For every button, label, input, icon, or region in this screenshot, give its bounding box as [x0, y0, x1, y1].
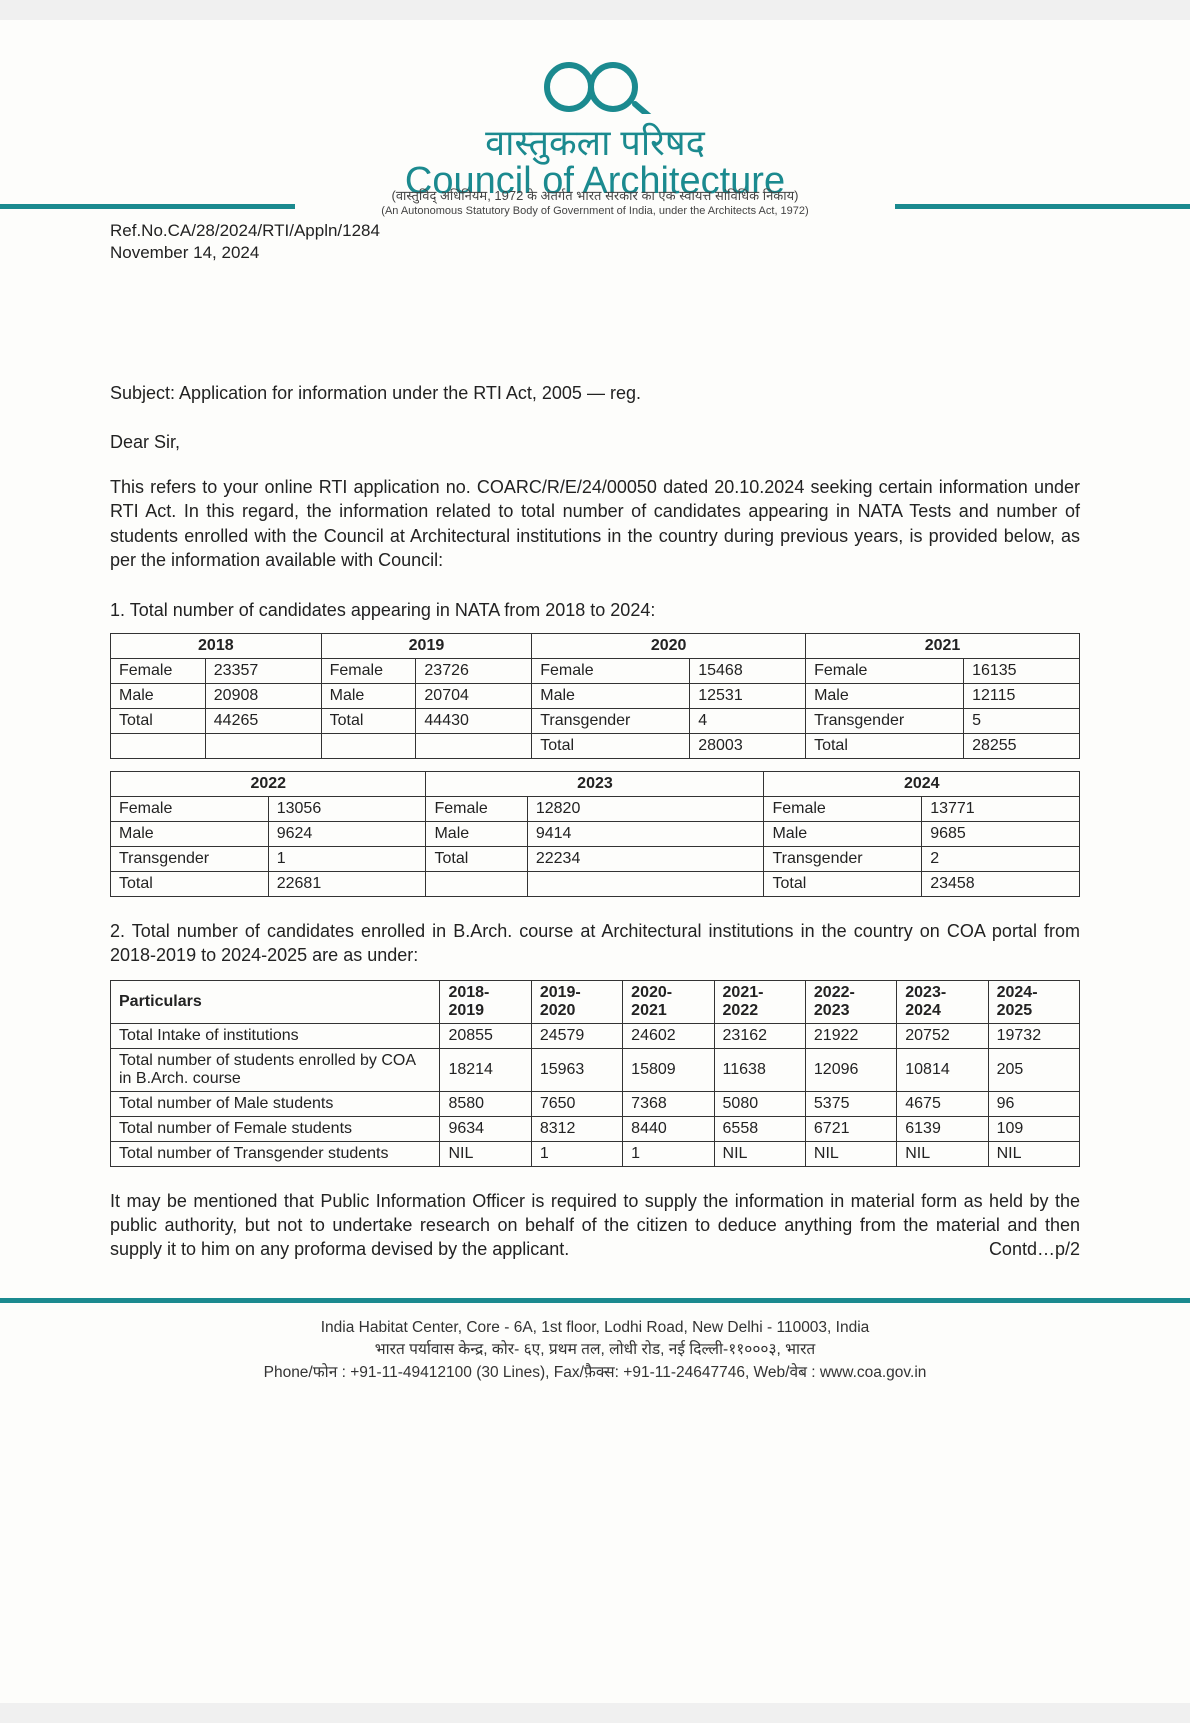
closing-paragraph: It may be mentioned that Public Informat…	[110, 1189, 1080, 1262]
year-header: 2023	[426, 772, 764, 797]
table-row: Total number of Transgender studentsNIL1…	[111, 1141, 1080, 1166]
header-rule: (वास्तुविद् अधिनियम, 1972 के अंतर्गत भार…	[0, 203, 1190, 209]
continued-marker: Contd…p/2	[989, 1237, 1080, 1261]
org-tagline-english: (An Autonomous Statutory Body of Governm…	[295, 205, 895, 217]
section-1-heading: 1. Total number of candidates appearing …	[110, 600, 1080, 621]
col-header: 2023- 2024	[897, 980, 988, 1023]
section-2-heading: 2. Total number of candidates enrolled i…	[110, 919, 1080, 968]
table-row: Total28003 Total28255	[111, 734, 1080, 759]
col-header: Particulars	[111, 980, 440, 1023]
table-row: Total number of Female students963483128…	[111, 1116, 1080, 1141]
table-row: Female13056 Female12820 Female13771	[111, 797, 1080, 822]
year-header: 2024	[764, 772, 1080, 797]
coa-logo-icon	[535, 60, 655, 114]
col-header: 2024- 2025	[988, 980, 1079, 1023]
table-row: 2018 2019 2020 2021	[111, 634, 1080, 659]
org-name-hindi: वास्तुकला परिषद	[110, 117, 1080, 166]
org-tagline-hindi: (वास्तुविद् अधिनियम, 1972 के अंतर्गत भार…	[295, 186, 895, 204]
year-header: 2020	[532, 634, 806, 659]
intro-paragraph: This refers to your online RTI applicati…	[110, 475, 1080, 572]
letterhead: वास्तुकला परिषद Council of Architecture …	[110, 60, 1080, 209]
year-header: 2018	[111, 634, 322, 659]
table-row: Transgender1 Total22234 Transgender2	[111, 847, 1080, 872]
col-header: 2022- 2023	[805, 980, 896, 1023]
table-row: Female23357 Female23726 Female15468 Fema…	[111, 659, 1080, 684]
year-header: 2021	[806, 634, 1080, 659]
table-row: Total44265 Total44430 Transgender4 Trans…	[111, 709, 1080, 734]
footer-rule	[0, 1298, 1190, 1303]
reference-number: Ref.No.CA/28/2024/RTI/Appln/1284	[110, 221, 1080, 241]
col-header: 2021- 2022	[714, 980, 805, 1023]
subject-line: Subject: Application for information und…	[110, 383, 1080, 404]
table-row: Male20908 Male20704 Male12531 Male12115	[111, 684, 1080, 709]
letter-date: November 14, 2024	[110, 243, 1080, 263]
closing-text: It may be mentioned that Public Informat…	[110, 1191, 1080, 1260]
document-page: वास्तुकला परिषद Council of Architecture …	[0, 20, 1190, 1703]
table-row: Total number of students enrolled by COA…	[111, 1048, 1080, 1091]
salutation: Dear Sir,	[110, 432, 1080, 453]
nata-table-2022-2024: 2022 2023 2024 Female13056 Female12820 F…	[110, 771, 1080, 897]
col-header: 2020- 2021	[623, 980, 714, 1023]
footer-address: India Habitat Center, Core - 6A, 1st flo…	[110, 1317, 1080, 1384]
address-english: India Habitat Center, Core - 6A, 1st flo…	[110, 1317, 1080, 1339]
logo	[110, 60, 1080, 119]
col-header: 2018- 2019	[440, 980, 531, 1023]
table-row: 2022 2023 2024	[111, 772, 1080, 797]
address-hindi: भारत पर्यावास केन्द्र, कोर- ६ए, प्रथम तल…	[110, 1339, 1080, 1361]
year-header: 2019	[321, 634, 532, 659]
contact-line: Phone/फोन : +91-11-49412100 (30 Lines), …	[110, 1362, 1080, 1384]
table-row: Total number of Male students85807650736…	[111, 1091, 1080, 1116]
table-row: Total Intake of institutions208552457924…	[111, 1023, 1080, 1048]
nata-table-2018-2021: 2018 2019 2020 2021 Female23357 Female23…	[110, 633, 1080, 759]
table-row: Total22681 Total23458	[111, 872, 1080, 897]
table-row: Particulars 2018- 2019 2019- 2020 2020- …	[111, 980, 1080, 1023]
year-header: 2022	[111, 772, 426, 797]
col-header: 2019- 2020	[531, 980, 622, 1023]
table-row: Male9624 Male9414 Male9685	[111, 822, 1080, 847]
enrollment-table: Particulars 2018- 2019 2019- 2020 2020- …	[110, 980, 1080, 1167]
